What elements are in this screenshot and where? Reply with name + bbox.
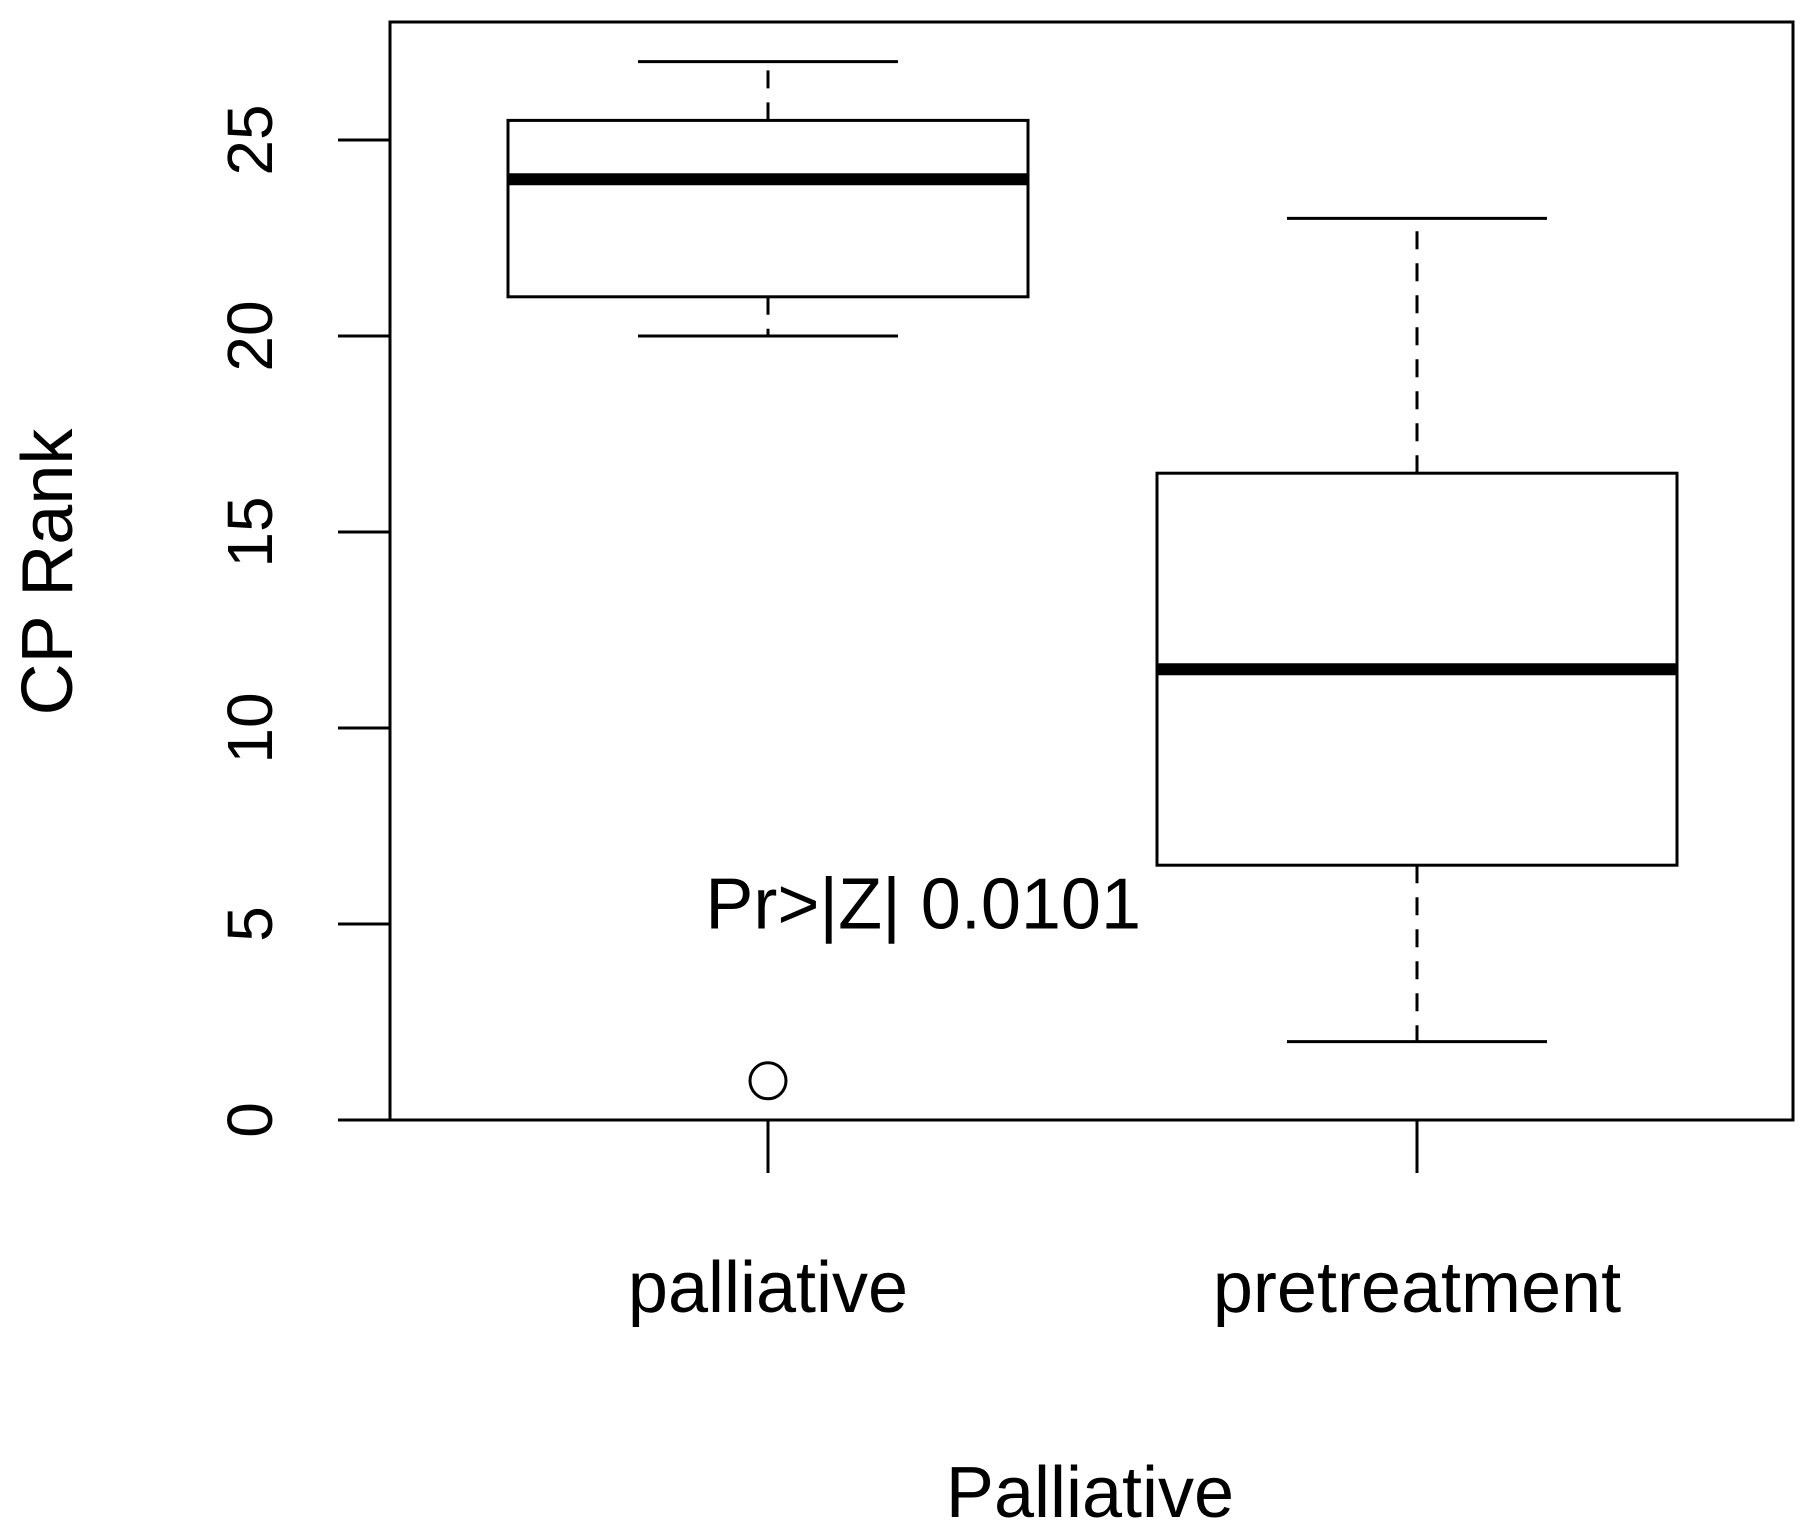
plot-frame <box>388 20 1795 1122</box>
box-palliative <box>506 60 1030 1101</box>
y-tick-label: 15 <box>214 496 286 567</box>
box-pretreatment <box>1155 216 1679 1044</box>
boxes <box>506 60 1679 1101</box>
y-axis-label: CP Rank <box>8 428 88 716</box>
box-iqr <box>506 118 1030 299</box>
y-tick-label: 25 <box>214 104 286 175</box>
x-axis-label: Palliative <box>946 1453 1234 1527</box>
y-tick-label: 0 <box>214 1102 286 1138</box>
outlier-point <box>748 1061 788 1101</box>
p-value-annotation: Pr>|Z| 0.0101 <box>705 864 1141 944</box>
x-tick-label: pretreatment <box>1213 1248 1621 1328</box>
x-axis: palliative pretreatment <box>628 1120 1621 1328</box>
x-tick-label: palliative <box>628 1248 908 1328</box>
y-tick-label: 5 <box>214 906 286 942</box>
y-tick-label: 10 <box>214 692 286 763</box>
y-axis: 0 5 10 15 20 25 <box>214 104 392 1138</box>
y-tick-label: 20 <box>214 300 286 371</box>
